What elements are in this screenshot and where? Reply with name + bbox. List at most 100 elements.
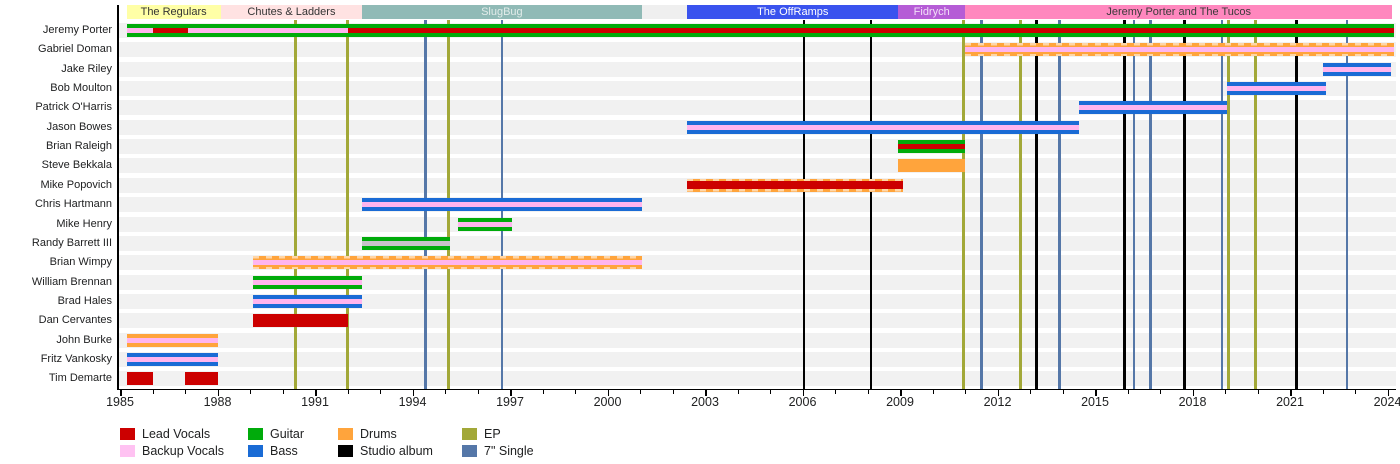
x-axis-minor-tick bbox=[542, 390, 544, 394]
role-stripe-backup bbox=[126, 356, 218, 362]
x-axis-tick-label: 1991 bbox=[301, 394, 329, 409]
x-axis-tick-label: 1985 bbox=[106, 394, 134, 409]
x-axis-minor-tick bbox=[477, 390, 479, 394]
member-label: John Burke bbox=[56, 333, 112, 346]
release-line-ep bbox=[961, 20, 965, 389]
release-line-ep bbox=[294, 20, 297, 389]
member-label: Brian Wimpy bbox=[49, 256, 112, 269]
era-band: Jeremy Porter and The Tucos bbox=[965, 5, 1393, 19]
x-axis-tick-label: 2006 bbox=[788, 394, 817, 409]
era-band: SlugBug bbox=[362, 5, 642, 19]
row-background bbox=[118, 100, 1396, 116]
row-background bbox=[118, 371, 1396, 387]
release-line-album bbox=[802, 20, 806, 389]
x-axis-line bbox=[117, 388, 1396, 390]
member-label: Brian Raleigh bbox=[45, 140, 112, 153]
member-label: Brad Hales bbox=[57, 294, 112, 307]
x-axis-minor-tick bbox=[932, 390, 934, 394]
row-background bbox=[118, 313, 1396, 329]
x-axis-minor-tick bbox=[347, 390, 349, 394]
x-axis-minor-tick bbox=[185, 390, 186, 394]
row-background bbox=[118, 197, 1396, 213]
x-axis-major-tick bbox=[510, 390, 512, 396]
x-axis-tick-label: 1997 bbox=[496, 394, 524, 409]
member-label: Dan Cervantes bbox=[38, 314, 112, 327]
x-axis-major-tick bbox=[1290, 390, 1292, 396]
member-label: Randy Barrett III bbox=[31, 236, 112, 249]
role-stripe-backup bbox=[965, 47, 1394, 53]
member-label: Jake Riley bbox=[61, 62, 112, 75]
release-line-ep bbox=[1018, 20, 1022, 389]
member-label: Tim Demarte bbox=[48, 372, 112, 385]
role-stripe-backup bbox=[458, 221, 512, 227]
row-background bbox=[118, 274, 1396, 290]
member-bar-lead bbox=[253, 314, 348, 328]
role-stripe-lead bbox=[152, 28, 189, 33]
x-axis-minor-tick bbox=[380, 390, 381, 394]
legend-swatch bbox=[338, 428, 353, 440]
x-axis-minor-tick bbox=[445, 390, 446, 394]
role-stripe-lead bbox=[898, 144, 965, 150]
plot-left-border bbox=[117, 5, 119, 389]
x-axis-tick-label: 2024 bbox=[1373, 394, 1400, 409]
x-axis-minor-tick bbox=[867, 390, 869, 394]
member-label: Fritz Vankosky bbox=[40, 352, 112, 365]
x-axis-major-tick bbox=[607, 390, 609, 396]
legend-swatch bbox=[462, 428, 477, 440]
legend-swatch bbox=[338, 445, 353, 457]
release-line-ep bbox=[346, 20, 349, 389]
role-stripe-backup bbox=[1078, 105, 1227, 111]
row-background bbox=[118, 351, 1396, 367]
member-label: Jeremy Porter bbox=[42, 24, 112, 36]
row-background bbox=[118, 158, 1396, 174]
x-axis-major-tick bbox=[315, 390, 317, 396]
x-axis-minor-tick bbox=[1322, 390, 1324, 394]
release-line-album bbox=[1123, 20, 1126, 389]
legend-label: EP bbox=[484, 427, 501, 441]
x-axis-tick-label: 2012 bbox=[983, 394, 1012, 409]
member-label: Bob Moulton bbox=[50, 82, 112, 95]
x-axis-major-tick bbox=[412, 390, 414, 396]
x-axis-major-tick bbox=[1192, 390, 1194, 396]
member-bar-lead bbox=[126, 372, 153, 386]
x-axis-minor-tick bbox=[770, 390, 771, 394]
release-line-single bbox=[1220, 20, 1223, 389]
x-axis-major-tick bbox=[120, 390, 122, 396]
release-line-single bbox=[1132, 20, 1136, 389]
legend-swatch bbox=[120, 445, 135, 457]
role-stripe-backup bbox=[126, 28, 153, 33]
x-axis-minor-tick bbox=[1127, 390, 1129, 394]
x-axis-major-tick bbox=[705, 390, 707, 396]
release-line-ep bbox=[1254, 20, 1258, 389]
x-axis-major-tick bbox=[802, 390, 804, 396]
x-axis-minor-tick bbox=[1225, 390, 1226, 394]
role-stripe-backup bbox=[126, 337, 218, 343]
legend-label: Bass bbox=[270, 444, 298, 458]
legend-label: Backup Vocals bbox=[142, 444, 224, 458]
row-background bbox=[118, 81, 1396, 97]
legend-label: 7" Single bbox=[484, 444, 534, 458]
legend-swatch bbox=[248, 428, 263, 440]
x-axis-tick-label: 2003 bbox=[691, 394, 719, 409]
release-line-album bbox=[1183, 20, 1186, 389]
row-background bbox=[118, 61, 1396, 77]
era-band: Chutes & Ladders bbox=[220, 5, 363, 19]
role-stripe-backup bbox=[253, 279, 363, 285]
x-axis-minor-tick bbox=[250, 390, 251, 394]
release-line-ep bbox=[1226, 20, 1230, 389]
row-background bbox=[118, 293, 1396, 309]
role-stripe-gray bbox=[362, 240, 450, 246]
role-stripe-lead bbox=[347, 28, 1394, 33]
row-background bbox=[118, 332, 1396, 348]
x-axis-major-tick bbox=[997, 390, 999, 396]
release-line-single bbox=[980, 20, 983, 389]
release-line-album bbox=[1295, 20, 1298, 389]
legend-label: Drums bbox=[360, 427, 397, 441]
role-stripe-backup bbox=[253, 260, 642, 266]
era-band: Fidrych bbox=[898, 5, 965, 19]
role-stripe-backup bbox=[362, 202, 642, 208]
x-axis-major-tick bbox=[900, 390, 902, 396]
member-label: Mike Henry bbox=[56, 217, 112, 230]
x-axis-tick-label: 2000 bbox=[593, 394, 622, 409]
x-axis-minor-tick bbox=[965, 390, 966, 394]
